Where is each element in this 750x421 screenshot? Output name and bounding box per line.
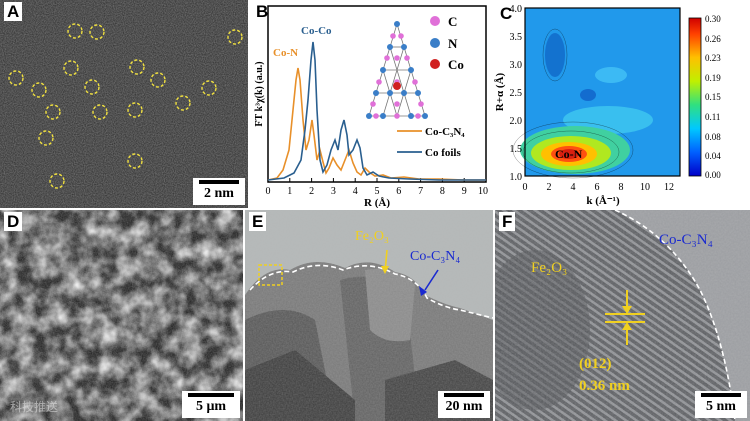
- e-coc-arrow: [424, 269, 439, 291]
- c-annot-con: Co-N: [555, 147, 583, 161]
- panel-e-tem-image: Fe₂O₃ Co-C₃N₄: [245, 210, 493, 421]
- b-ylabel: FT k³χ(k) (a.u.): [254, 61, 265, 126]
- c-ytick-2: 2.0: [510, 116, 523, 127]
- c-xtick-5: 10: [640, 182, 650, 193]
- single-atom-circles: [8, 23, 243, 189]
- b-xtick-0: 0: [266, 186, 271, 197]
- panel-c-wavelet-chart: Co-N 1.0 1.5 2.0 2.5 3.0 3.5 4.0 0 2 4 6…: [494, 4, 721, 207]
- legend-co-foils: Co foils: [425, 147, 461, 159]
- e-fe-label: Fe₂O₃: [355, 229, 389, 244]
- e-coc-label: Co-C₃N₄: [410, 249, 460, 264]
- cbar-tick-5: 0.11: [705, 112, 720, 122]
- c-ytick-5: 3.5: [510, 32, 523, 43]
- panel-f-hrtem-image: Fe₂O₃ Co-C₃N₄ (012) 0.36 nm: [495, 210, 750, 421]
- atom-c-label: C: [448, 14, 457, 29]
- panel-a-tem-image: [0, 0, 248, 208]
- panel-f-scale-text: 5 nm: [706, 399, 736, 414]
- b-xtick-7: 7: [418, 186, 423, 197]
- e-zoom-box: [258, 264, 283, 286]
- b-xtick-2: 2: [309, 186, 314, 197]
- series-co-foils-line: [267, 41, 486, 181]
- b-xtick-4: 4: [353, 186, 358, 197]
- b-atom-legend: C N Co: [430, 14, 464, 72]
- e-interface-dashed-line: [249, 264, 493, 319]
- cbar-tick-3: 0.19: [705, 73, 721, 83]
- c-xtick-6: 12: [664, 182, 674, 193]
- b-xtick-8: 8: [440, 186, 445, 197]
- panel-d-sem-image: [0, 210, 243, 421]
- b-xtick-5: 5: [375, 186, 380, 197]
- b-annot-coco: Co-Co: [301, 25, 332, 37]
- b-xtick-1: 1: [287, 186, 292, 197]
- series-co-c3n4-line: [267, 67, 486, 181]
- c-xtick-3: 6: [595, 182, 600, 193]
- atom-n-label: N: [448, 36, 458, 51]
- cbar-tick-7: 0.04: [705, 151, 721, 161]
- panel-d: D 科技推送 5 μm: [0, 210, 243, 421]
- panel-e-label: E: [249, 212, 267, 231]
- f-coc-label: Co-C₃N₄: [659, 232, 713, 248]
- panel-a-scale-text: 2 nm: [204, 186, 234, 201]
- panel-e-scale-bar: 20 nm: [438, 391, 490, 418]
- c-ylabel: R+α (Å): [494, 72, 506, 111]
- c3n4-structure-illustration: [366, 21, 428, 119]
- b-series-legend: Co-C₃N₄ Co foils: [397, 126, 465, 159]
- cbar-tick-6: 0.08: [705, 132, 721, 142]
- atom-co-label: Co: [448, 57, 464, 72]
- panel-b-exafs-chart: 0 1 2 3 4 5 6 7 8 9 10 R (Å) FT k³χ(k) (…: [254, 5, 488, 208]
- cbar-tick-8: 0.00: [705, 170, 721, 180]
- panel-a-label: A: [4, 2, 23, 21]
- panel-b: 0 1 2 3 4 5 6 7 8 9 10 R (Å) FT k³χ(k) (…: [249, 0, 491, 208]
- c-ytick-4: 3.0: [510, 60, 523, 71]
- f-interface-dashed-line: [614, 210, 736, 421]
- cbar-tick-4: 0.15: [705, 92, 721, 102]
- panel-d-label: D: [4, 212, 23, 231]
- b-xlabel: R (Å): [364, 197, 390, 208]
- b-annot-con: Co-N: [273, 47, 298, 59]
- panel-e: Fe₂O₃ Co-C₃N₄ E 20 nm: [245, 210, 493, 421]
- f-fe-label: Fe₂O₃: [531, 260, 567, 276]
- legend-co-c3n4: Co-C₃N₄: [425, 126, 465, 138]
- f-plane-label: (012): [579, 356, 612, 372]
- c-xtick-0: 0: [523, 182, 528, 193]
- f-dspacing-label: 0.36 nm: [579, 378, 630, 394]
- c-colorbar: [688, 17, 702, 177]
- panel-d-scale-text: 5 μm: [195, 399, 227, 414]
- c-ytick-1: 1.5: [510, 144, 523, 155]
- c-xtick-4: 8: [619, 182, 624, 193]
- b-xtick-3: 3: [331, 186, 336, 197]
- panel-d-watermark: 科技推送: [10, 400, 59, 414]
- b-xtick-6: 6: [396, 186, 401, 197]
- c-xtick-2: 4: [571, 182, 576, 193]
- panel-f-scale-bar: 5 nm: [695, 391, 747, 418]
- b-xtick-10: 10: [478, 186, 488, 197]
- panel-e-scale-text: 20 nm: [445, 399, 483, 414]
- panel-d-scale-bar: 5 μm: [182, 391, 240, 418]
- c-xlabel: k (Å⁻¹): [586, 195, 620, 207]
- panel-a-scale-bar: 2 nm: [193, 178, 245, 205]
- c-xtick-1: 2: [547, 182, 552, 193]
- cbar-tick-0: 0.30: [705, 14, 721, 24]
- cbar-tick-2: 0.23: [705, 53, 721, 63]
- cbar-tick-1: 0.26: [705, 34, 721, 44]
- b-xtick-9: 9: [462, 186, 467, 197]
- panel-c: Co-N 1.0 1.5 2.0 2.5 3.0 3.5 4.0 0 2 4 6…: [493, 0, 750, 208]
- panel-b-label: B: [256, 2, 269, 21]
- panel-a: A 2 nm: [0, 0, 248, 208]
- c-ytick-0: 1.0: [510, 172, 523, 183]
- c-ytick-3: 2.5: [510, 88, 523, 99]
- c-ytick-6: 4.0: [510, 4, 523, 15]
- panel-f: Fe₂O₃ Co-C₃N₄ (012) 0.36 nm F 5 nm: [495, 210, 750, 421]
- panel-c-label: C: [500, 4, 513, 23]
- panel-f-label: F: [499, 212, 516, 231]
